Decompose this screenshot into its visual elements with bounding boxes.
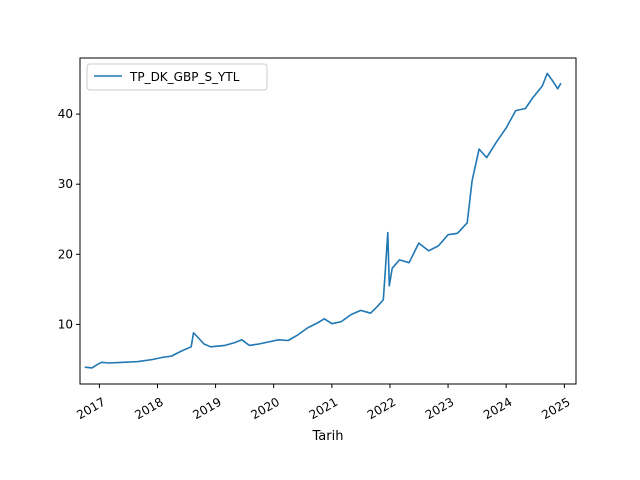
y-tick-label-40: 40 (58, 107, 73, 121)
x-tick-label-2020: 2020 (249, 395, 282, 422)
x-tick-label-2022: 2022 (365, 395, 398, 422)
legend-label-0: TP_DK_GBP_S_YTL (129, 70, 240, 84)
legend-box (86, 63, 268, 91)
legend: TP_DK_GBP_S_YTL (86, 63, 268, 91)
x-tick-label-2025: 2025 (539, 395, 572, 422)
x-tick-label-2023: 2023 (423, 395, 456, 422)
y-tick-label-30: 30 (58, 177, 73, 191)
x-axis-label: Tarih (312, 429, 344, 444)
x-tick-label-2018: 2018 (132, 395, 165, 422)
x-tick-label-2024: 2024 (481, 395, 514, 422)
series-line-0 (84, 72, 562, 369)
y-tick-label-10: 10 (58, 317, 73, 331)
x-axis: 2017 2018 2019 2020 2021 2022 2023 2024 2025 (74, 384, 573, 422)
series-layer (84, 72, 562, 369)
y-axis: 10 20 30 40 (58, 107, 80, 331)
x-tick-label-2017: 2017 (74, 395, 107, 422)
x-tick-label-2021: 2021 (307, 395, 340, 422)
plot-frame (79, 57, 577, 385)
y-tick-label-20: 20 (58, 247, 73, 261)
x-tick-label-2019: 2019 (190, 395, 223, 422)
